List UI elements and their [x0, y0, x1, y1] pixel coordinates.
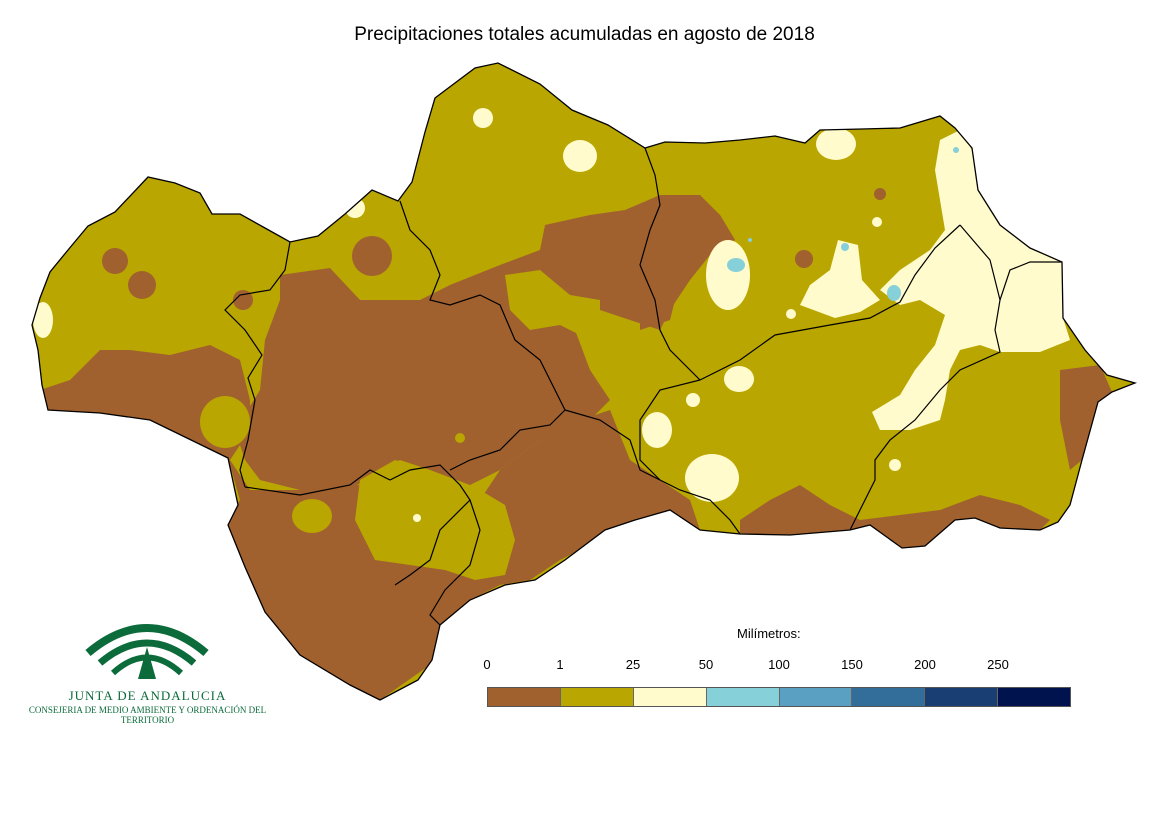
island-north-sevilla — [505, 270, 600, 335]
legend-swatch-1 — [560, 688, 634, 706]
island-cadiz-central — [355, 460, 515, 580]
zone-small-3 — [786, 309, 796, 319]
legend-swatch-2 — [633, 688, 707, 706]
border-granada-internal — [639, 379, 701, 481]
spot-huelva-2 — [128, 271, 156, 299]
spot-wet-1 — [727, 258, 745, 272]
spot-huelva-1 — [102, 248, 128, 274]
zone-cordoba-ne — [473, 108, 493, 128]
logo-name: JUNTA DE ANDALUCIA — [68, 688, 227, 703]
zone-small-1 — [686, 393, 700, 407]
border-cadiz-malaga — [429, 499, 481, 626]
legend-tick-1: 1 — [556, 657, 564, 672]
legend-tick-6: 200 — [914, 657, 936, 672]
spot-wet-5 — [748, 238, 752, 242]
zone-jaen-north — [816, 128, 856, 160]
spot-wet-2 — [887, 285, 901, 301]
province-borders — [224, 147, 1062, 626]
spot-jaen — [874, 188, 886, 200]
zone-huelva-west — [33, 302, 53, 338]
zone-almeria-coast — [1060, 365, 1112, 470]
zones-1-25-islands — [200, 270, 600, 580]
border-jaen-granada — [699, 224, 961, 381]
legend-tick-5: 150 — [841, 657, 863, 672]
zone-small-2 — [889, 459, 901, 471]
junta-andalucia-logo: JUNTA DE ANDALUCIA CONSEJERIA DE MEDIO A… — [20, 605, 280, 725]
legend-swatch-7 — [998, 688, 1070, 706]
zone-malaga-west — [642, 412, 672, 448]
zone-central-east — [640, 195, 735, 330]
legend-swatch-0 — [488, 688, 561, 706]
island-cadiz-west — [292, 499, 332, 533]
zone-west-central — [235, 195, 735, 490]
legend-swatch-5 — [852, 688, 926, 706]
zone-small-5 — [413, 514, 421, 522]
zone-sevilla-north — [345, 198, 365, 218]
spot-huelva-3 — [233, 290, 253, 310]
zones-50-100 — [727, 147, 959, 301]
spot-jaen-2 — [795, 250, 813, 268]
island-huelva-south — [200, 396, 250, 448]
zone-malaga-north — [685, 454, 739, 502]
legend-tick-3: 50 — [698, 657, 714, 672]
spot-wet-4 — [953, 147, 959, 153]
legend-tick-7: 250 — [987, 657, 1009, 672]
legend-swatch-3 — [706, 688, 780, 706]
legend-color-bar — [487, 687, 1071, 707]
zone-small-4 — [872, 217, 882, 227]
border-cordoba-jaen — [639, 147, 701, 381]
border-cordoba-malaga — [564, 409, 661, 481]
legend-tick-2: 25 — [625, 657, 641, 672]
spot-wet-3 — [841, 243, 849, 251]
legend-tick-4: 100 — [768, 657, 790, 672]
legend-tick-0: 0 — [483, 657, 491, 672]
border-huelva-sevilla — [224, 241, 291, 488]
border-almeria-north — [999, 261, 1062, 301]
zone-granada-almeria-north — [872, 130, 1070, 430]
zone-cordoba-south — [724, 366, 754, 392]
border-malaga-granada — [659, 479, 741, 535]
spot-sevilla-north — [352, 236, 392, 276]
zones-25-50 — [33, 108, 1070, 522]
zone-jaen-east — [800, 240, 880, 318]
island-small-1 — [455, 433, 465, 443]
logo-emblem-icon — [85, 624, 209, 679]
logo-department: CONSEJERIA DE MEDIO AMBIENTE Y ORDENACIÓ… — [28, 705, 267, 725]
zone-jaen-west — [706, 240, 750, 310]
border-sevilla-cadiz — [244, 464, 471, 586]
zone-cordoba-north — [563, 140, 597, 172]
legend-swatch-6 — [925, 688, 999, 706]
legend-swatch-4 — [779, 688, 853, 706]
border-sevilla-cordoba — [399, 200, 566, 471]
legend-title: Milímetros: — [737, 626, 801, 641]
map-title: Precipitaciones totales acumuladas en ag… — [354, 24, 815, 45]
